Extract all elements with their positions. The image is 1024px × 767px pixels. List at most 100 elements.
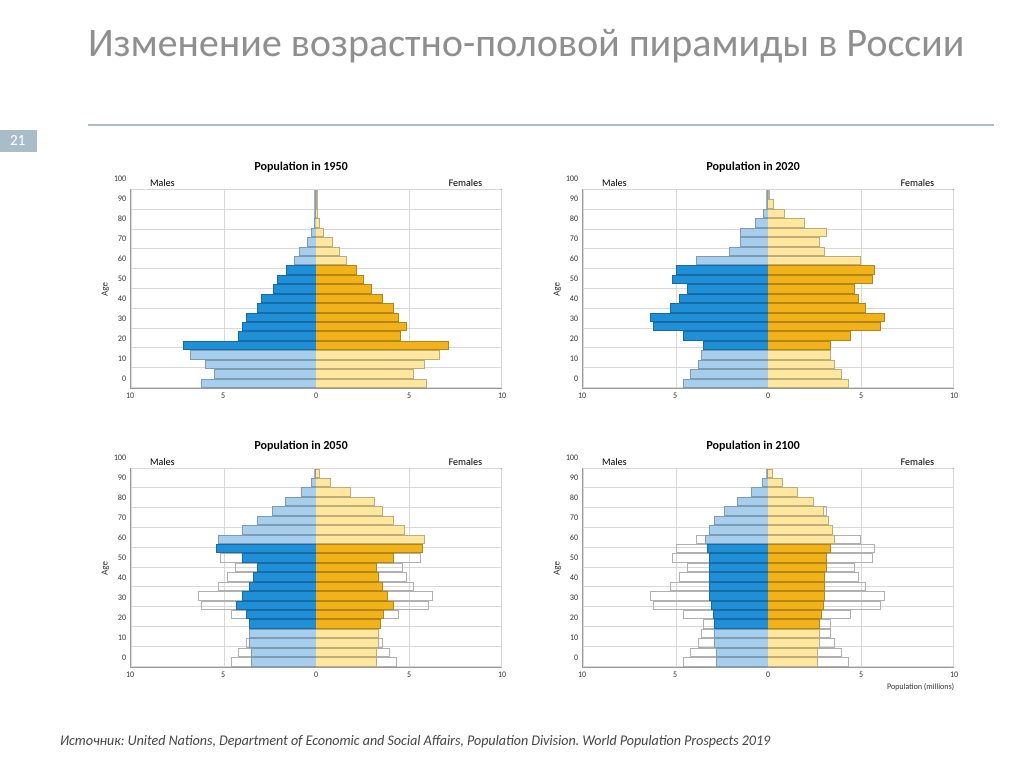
female-bar — [316, 610, 384, 619]
male-bar — [242, 322, 316, 331]
female-bar — [768, 237, 820, 246]
female-bar — [768, 275, 873, 284]
y-tick: 60 — [118, 254, 130, 264]
male-bar — [242, 553, 316, 562]
female-bar — [768, 322, 881, 331]
page-number-badge: 21 — [0, 130, 37, 152]
male-bar — [251, 648, 316, 657]
female-bar — [316, 469, 320, 478]
female-bar — [316, 544, 423, 553]
female-bar — [316, 247, 340, 256]
x-tick: 10 — [498, 389, 506, 401]
panel-title: Population in 2050 — [90, 439, 512, 453]
female-bar — [316, 341, 449, 350]
female-bar — [768, 610, 822, 619]
male-bar — [751, 487, 768, 496]
male-bar — [257, 563, 316, 572]
male-bar — [740, 228, 768, 237]
x-tick: 0 — [766, 668, 770, 680]
male-bar — [737, 497, 768, 506]
y-tick: 50 — [570, 553, 582, 563]
male-bar — [701, 350, 768, 359]
male-bar — [740, 237, 768, 246]
male-bar — [729, 247, 768, 256]
y-tick: 70 — [570, 234, 582, 244]
x-tick: 5 — [673, 389, 677, 401]
female-bar — [316, 303, 394, 312]
male-bar — [216, 544, 316, 553]
females-label: Females — [901, 455, 934, 468]
male-bar — [707, 544, 768, 553]
female-bar — [316, 218, 320, 227]
male-bar — [257, 303, 316, 312]
y-tick: 20 — [118, 613, 130, 623]
female-bar — [316, 657, 377, 666]
male-bar — [242, 525, 316, 534]
y-tick: 90 — [118, 194, 130, 204]
male-bar — [277, 275, 316, 284]
y-tick: 50 — [570, 274, 582, 284]
male-bar — [696, 256, 768, 265]
male-bar — [261, 294, 317, 303]
female-bar — [316, 572, 379, 581]
x-tick: 5 — [859, 389, 863, 401]
x-tick: 10 — [578, 668, 586, 680]
y-tick: 20 — [118, 334, 130, 344]
y-tick: 0 — [574, 653, 582, 663]
y-axis-label: Age — [551, 561, 562, 575]
male-bar — [709, 591, 768, 600]
male-bar — [755, 218, 768, 227]
female-bar — [316, 553, 394, 562]
female-bar — [768, 199, 774, 208]
female-bar — [316, 322, 407, 331]
male-bar — [683, 331, 768, 340]
x-tick: 5 — [673, 668, 677, 680]
female-bar — [316, 331, 401, 340]
y-tick: 100 — [114, 174, 130, 184]
female-bar — [768, 218, 805, 227]
female-bar — [316, 228, 324, 237]
males-label: Males — [150, 455, 175, 468]
male-bar — [190, 350, 316, 359]
male-bar — [687, 284, 768, 293]
y-tick: 0 — [574, 374, 582, 384]
female-bar — [768, 572, 825, 581]
male-bar — [713, 610, 769, 619]
y-tick: 100 — [114, 453, 130, 463]
panel-title: Population in 1950 — [90, 160, 512, 174]
female-bar — [768, 190, 769, 199]
y-tick: 0 — [122, 653, 130, 663]
female-bar — [316, 265, 357, 274]
female-bar — [316, 256, 347, 265]
y-tick: 100 — [566, 453, 582, 463]
plot-area: 01020304050607080901001050510Age — [130, 468, 502, 668]
males-label: Males — [150, 176, 175, 189]
y-tick: 10 — [118, 633, 130, 643]
y-tick: 60 — [570, 533, 582, 543]
y-tick: 20 — [570, 334, 582, 344]
female-bar — [768, 265, 875, 274]
male-bar — [205, 360, 316, 369]
male-bar — [249, 638, 316, 647]
male-bar — [257, 516, 316, 525]
female-bar — [316, 638, 379, 647]
female-bar — [768, 331, 851, 340]
y-tick: 10 — [118, 354, 130, 364]
female-bar — [768, 648, 818, 657]
y-tick: 90 — [570, 194, 582, 204]
pyramid-panel: Population in 2020MalesFemales0102030405… — [542, 160, 964, 429]
male-bar — [286, 265, 316, 274]
female-bar — [316, 360, 425, 369]
female-bar — [768, 516, 829, 525]
female-bar — [316, 237, 333, 246]
male-bar — [679, 294, 768, 303]
male-bar — [214, 369, 316, 378]
female-bar — [316, 648, 377, 657]
male-bar — [703, 341, 768, 350]
y-tick: 30 — [570, 314, 582, 324]
males-label: Males — [602, 455, 627, 468]
y-tick: 40 — [570, 294, 582, 304]
female-bar — [768, 247, 825, 256]
x-tick: 0 — [766, 389, 770, 401]
y-tick: 40 — [118, 294, 130, 304]
